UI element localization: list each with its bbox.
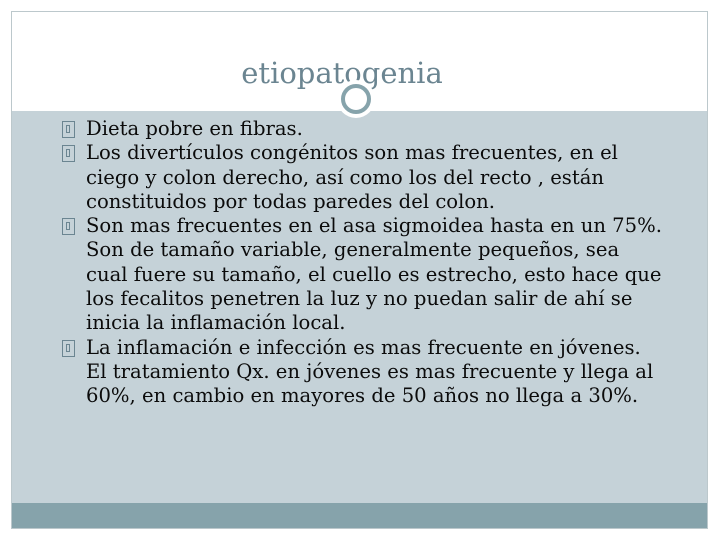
list-item: La inflamación e infección es mas frecue… — [62, 336, 662, 409]
bullet-icon — [62, 121, 75, 138]
divider-circle-icon — [337, 80, 375, 118]
title-divider-left — [35, 98, 337, 100]
list-item: Dieta pobre en fibras. — [62, 117, 662, 141]
circle-ring — [341, 84, 371, 114]
content-panel — [12, 111, 707, 503]
title-divider-right — [392, 98, 672, 100]
bullet-list: Dieta pobre en fibras. Los divertículos … — [62, 117, 662, 409]
bullet-text: La inflamación e infección es mas frecue… — [86, 335, 654, 408]
bullet-icon — [62, 145, 75, 163]
bottom-accent-bar — [12, 503, 707, 528]
bullet-text: Los divertículos congénitos son mas frec… — [86, 141, 618, 213]
bullet-icon — [62, 339, 75, 357]
bullet-text: Dieta pobre en fibras. — [86, 117, 303, 140]
list-item: Son mas frecuentes en el asa sigmoidea h… — [62, 214, 662, 335]
bullet-icon — [62, 218, 75, 236]
bullet-text: Son mas frecuentes en el asa sigmoidea h… — [86, 214, 662, 335]
list-item: Los divertículos congénitos son mas frec… — [62, 141, 662, 214]
